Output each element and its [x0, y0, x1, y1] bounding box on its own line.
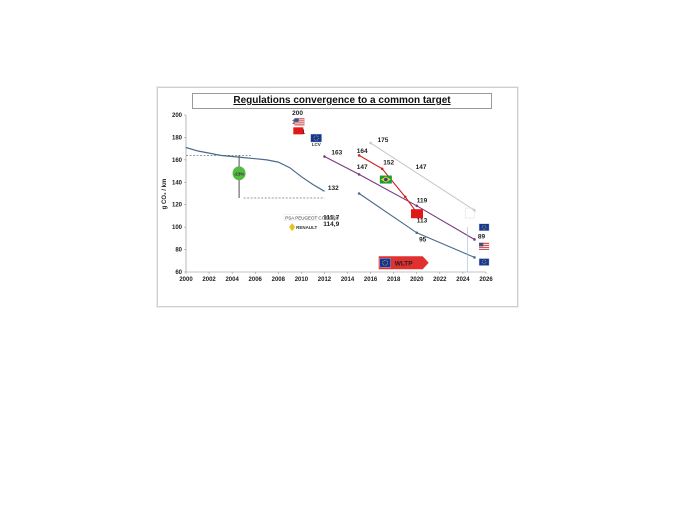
renault-logo-text: RENAULT	[296, 225, 317, 230]
x-tick-label: 2026	[479, 277, 493, 283]
x-tick-label: 2024	[456, 277, 470, 283]
reduction-label: -23%	[234, 171, 245, 176]
data-label: 147	[357, 164, 368, 171]
renault-logo-icon	[289, 223, 296, 232]
reduction-badge	[232, 166, 246, 181]
y-tick-label: 60	[175, 270, 182, 276]
x-tick-label: 2022	[433, 277, 447, 283]
series-point	[369, 141, 372, 145]
brazil-flag-globe	[384, 177, 388, 182]
series-line-4	[358, 154, 418, 213]
y-tick-label: 120	[172, 203, 183, 209]
data-label: 114,9	[323, 221, 339, 228]
chart-title: Regulations convergence to a common targ…	[192, 93, 492, 109]
psa-logo	[283, 214, 318, 222]
y-tick-label: 160	[172, 158, 183, 164]
data-label: 152	[383, 159, 394, 166]
y-tick-label: 180	[172, 135, 183, 141]
x-tick-label: 2018	[387, 277, 401, 283]
data-label: 147	[416, 164, 427, 171]
y-tick-label: 140	[172, 180, 183, 186]
data-label: 163	[331, 149, 342, 156]
wltp-label: WLTP	[395, 260, 414, 267]
series-point	[415, 204, 419, 208]
series-point	[415, 231, 419, 235]
series-line-3	[324, 156, 475, 240]
x-tick-label: 2002	[202, 277, 216, 283]
x-tick-label: 2008	[272, 277, 286, 283]
us-flag-icon-2-canton	[479, 242, 484, 247]
series-point	[323, 155, 326, 158]
x-tick-label: 2020	[410, 277, 424, 283]
us-flag-icon-canton	[294, 118, 299, 122]
series-point	[357, 154, 361, 157]
data-label: 115,7	[323, 214, 339, 221]
china-flag-icon	[293, 127, 304, 135]
x-tick-label: 2012	[318, 277, 332, 283]
us-flag-icon-2-stripe	[479, 244, 490, 246]
us-flag-icon-stripe	[294, 124, 305, 126]
x-tick-label: 2010	[295, 277, 309, 283]
chart-slide: Regulations convergence to a common targ…	[157, 87, 518, 307]
eu-flag-icon	[310, 133, 322, 143]
data-label: 113	[417, 218, 428, 225]
wltp-eu-flag-icon	[379, 258, 391, 268]
y-tick-label: 80	[175, 248, 182, 254]
eu-lcv-label: LCV	[312, 142, 321, 147]
wltp-arrow	[378, 256, 429, 270]
x-tick-label: 2006	[249, 277, 263, 283]
eu-flag-icon-2-stars	[481, 224, 487, 230]
series-point	[380, 167, 384, 171]
chart-plot: 60 80 100 120 140 160 180 200 2000 2002 2004 2006 20…	[162, 110, 493, 283]
wltp-eu-flag-icon-stars	[382, 259, 389, 266]
series-line-1	[185, 146, 325, 192]
series-point	[357, 173, 361, 176]
series-line-5	[370, 142, 475, 211]
eu-flag-icon-3	[478, 258, 490, 266]
series-point	[357, 192, 361, 195]
data-label: 95	[419, 237, 427, 244]
us-flag-icon-2-stripe	[479, 248, 490, 250]
us-flag-icon-stripe	[294, 122, 305, 124]
eu-flag-icon-stars	[313, 135, 319, 141]
us-flag-icon-2-stripe	[479, 246, 490, 248]
china-flag-icon-2	[411, 209, 423, 219]
eu-flag-icon-2	[478, 223, 490, 231]
series-point	[403, 195, 407, 199]
data-label: 175	[378, 137, 389, 144]
x-tick-label: 2004	[225, 277, 239, 283]
x-tick-label: 2016	[364, 277, 378, 283]
y-tick-label: 200	[172, 113, 183, 119]
data-label: 200	[292, 110, 303, 117]
data-label: 89	[478, 233, 486, 240]
faded-marker-icon	[464, 207, 475, 219]
y-axis-title: g CO₂ / km	[162, 179, 168, 210]
y-tick-label: 100	[172, 225, 183, 231]
series-point	[473, 256, 476, 259]
us-flag-icon-stripe	[294, 118, 305, 120]
series-point	[473, 238, 476, 241]
data-label: 132	[328, 185, 339, 192]
x-tick-label: 2014	[341, 277, 355, 283]
x-tick-label: 2000	[179, 277, 193, 283]
data-label: 164	[357, 148, 368, 155]
us-flag-icon-2-stripe	[479, 242, 490, 244]
data-label: 119	[417, 197, 428, 204]
us-flag-icon-stripe	[294, 120, 305, 122]
psa-logo-text: PSA PEUGEOT CITROËN	[285, 214, 338, 220]
